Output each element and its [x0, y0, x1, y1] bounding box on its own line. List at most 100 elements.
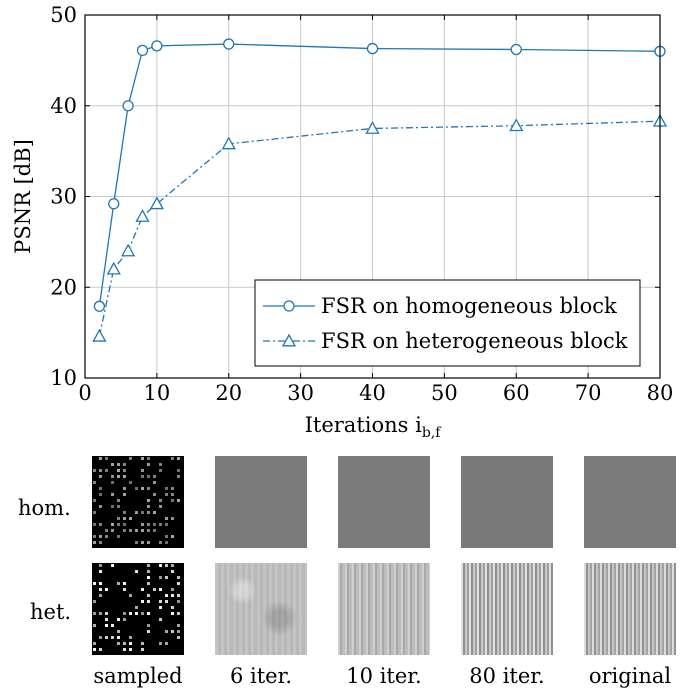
legend-marker — [281, 333, 297, 347]
x-tick-label: 20 — [215, 381, 242, 405]
sample-dot — [147, 487, 150, 490]
sample-dot — [117, 523, 120, 526]
sample-dot — [141, 529, 144, 532]
sample-dot — [123, 588, 126, 591]
y-tick-label: 30 — [50, 185, 77, 209]
sample-dot — [177, 630, 180, 633]
sample-dot — [171, 517, 174, 520]
sample-dot — [123, 463, 126, 466]
sample-dot — [93, 612, 96, 615]
legend: FSR on homogeneous block FSR on heterogen… — [254, 279, 641, 367]
sample-dot — [105, 457, 108, 460]
sample-dot — [153, 475, 156, 478]
sample-dot — [93, 511, 96, 514]
sample-dot — [93, 648, 96, 651]
sample-dot — [117, 499, 120, 502]
sample-dot — [117, 505, 120, 508]
sample-dot — [111, 493, 114, 496]
thumbnail-het-80iter — [461, 563, 553, 655]
sample-dot — [99, 469, 102, 472]
sample-dot — [123, 582, 126, 585]
sample-dot — [117, 582, 120, 585]
sample-dot — [141, 457, 144, 460]
sample-dot — [159, 499, 162, 502]
sample-dot — [153, 523, 156, 526]
sample-dot — [171, 493, 174, 496]
sample-dot — [153, 481, 156, 484]
sample-dot — [123, 618, 126, 621]
sample-dot — [93, 499, 96, 502]
sample-dot — [177, 457, 180, 460]
sample-dot — [135, 529, 138, 532]
sample-dot — [147, 529, 150, 532]
sample-dot — [99, 535, 102, 538]
sample-dot — [141, 588, 144, 591]
sample-dot — [99, 588, 102, 591]
sample-dot — [129, 457, 132, 460]
sample-dot — [159, 469, 162, 472]
sample-dot — [147, 564, 150, 567]
sample-dot — [141, 469, 144, 472]
sample-dot — [99, 594, 102, 597]
sample-dot — [93, 600, 96, 603]
sample-dot — [159, 505, 162, 508]
sample-dot — [93, 481, 96, 484]
sample-dot — [147, 630, 150, 633]
data-point — [106, 261, 121, 275]
sample-dot — [177, 624, 180, 627]
y-axis-label: PSNR [dB] — [11, 139, 35, 254]
sample-dot — [123, 475, 126, 478]
sample-dot — [147, 505, 150, 508]
sample-dot — [165, 642, 168, 645]
sample-dot — [105, 618, 108, 621]
sample-dot — [171, 487, 174, 490]
sample-dot — [111, 564, 114, 567]
sample-dot — [171, 630, 174, 633]
sample-dot — [123, 529, 126, 532]
sample-dot — [99, 636, 102, 639]
sample-dot — [117, 535, 120, 538]
data-point — [223, 38, 235, 50]
sample-dot — [111, 481, 114, 484]
sample-dot — [105, 529, 108, 532]
sample-dot — [117, 463, 120, 466]
sample-dot — [93, 469, 96, 472]
sample-dot — [159, 618, 162, 621]
sample-dot — [111, 463, 114, 466]
sample-dot — [159, 588, 162, 591]
sample-dot — [153, 511, 156, 514]
sample-dot — [123, 511, 126, 514]
sample-dot — [105, 588, 108, 591]
data-point — [149, 196, 164, 210]
sample-dot — [99, 612, 102, 615]
sample-dot — [123, 493, 126, 496]
sample-dot — [147, 582, 150, 585]
thumbnail-hom-10iter — [338, 456, 430, 548]
sample-dot — [147, 463, 150, 466]
sample-dot — [165, 600, 168, 603]
sample-dot — [141, 487, 144, 490]
sample-dot — [153, 493, 156, 496]
x-tick-label: 40 — [359, 381, 386, 405]
sample-dot — [171, 588, 174, 591]
data-point — [510, 43, 522, 56]
sample-dot — [129, 642, 132, 645]
sample-dot — [93, 523, 96, 526]
sample-dot — [147, 576, 150, 579]
sample-dot — [165, 630, 168, 633]
x-tick-label: 50 — [431, 381, 458, 405]
sample-dot — [117, 642, 120, 645]
sample-dot — [129, 529, 132, 532]
series-line — [98, 120, 661, 337]
sample-dot — [147, 594, 150, 597]
sample-dot — [171, 499, 174, 502]
sample-dot — [141, 600, 144, 603]
data-point — [135, 209, 150, 222]
sample-dot — [123, 642, 126, 645]
data-point — [509, 118, 524, 132]
sample-dot — [159, 463, 162, 466]
x-tick-label: 80 — [647, 381, 674, 405]
x-tick-label: 30 — [287, 381, 314, 405]
sample-dot — [147, 570, 150, 573]
